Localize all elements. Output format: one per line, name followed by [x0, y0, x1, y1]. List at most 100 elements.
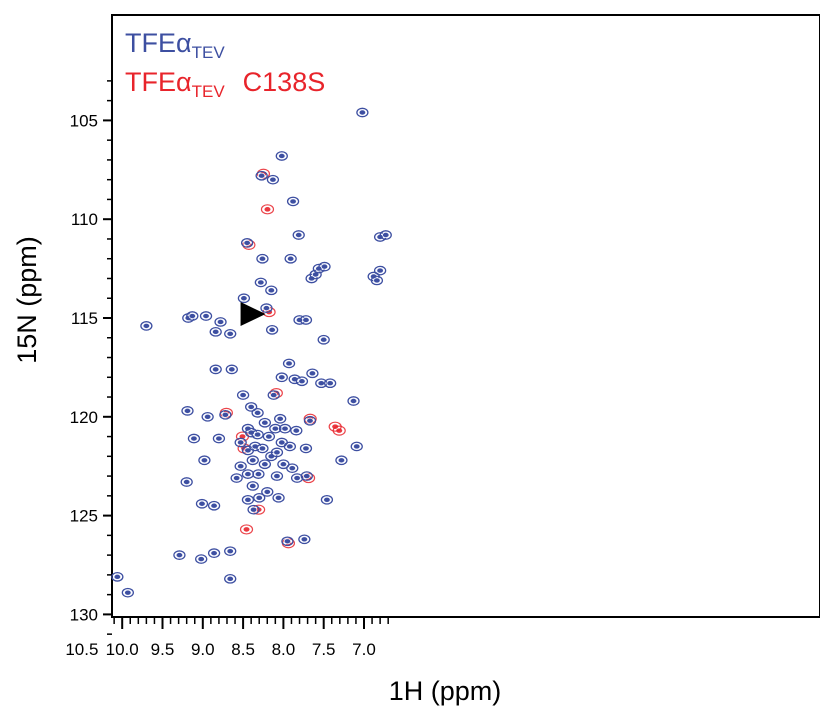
peak-contour [373, 265, 387, 276]
peak-contour [379, 230, 392, 240]
peak-contour [293, 475, 301, 482]
peak-contour [258, 445, 267, 452]
peak-contour [142, 322, 151, 329]
peak-contour [113, 573, 122, 580]
x-axis-label: 1H (ppm) [389, 676, 502, 706]
x-tick-label: 8.5 [231, 640, 255, 659]
peak-contour [124, 589, 132, 596]
peak-contour [183, 407, 192, 414]
peak-contour [225, 364, 238, 375]
peak-contour [188, 313, 197, 320]
peak-contour [246, 455, 259, 466]
peak-contour [221, 411, 230, 418]
peak-contour [290, 425, 303, 436]
peak-contour [302, 316, 310, 323]
legend-entry-name: TFEα [125, 28, 192, 58]
plot-frame [111, 14, 820, 618]
x-tick-label: 8.0 [272, 640, 296, 659]
peak-contour [257, 279, 265, 286]
peak-contour [257, 172, 266, 179]
x-tick-label: 7.0 [352, 640, 376, 659]
peak-contour [230, 473, 243, 483]
peak-contour [207, 548, 221, 558]
peak-contour [317, 380, 325, 387]
peak-contour [299, 443, 313, 454]
peak-contour [267, 287, 276, 294]
peak-contour [271, 425, 280, 432]
peak-contour [286, 255, 295, 262]
peak-contour [269, 423, 282, 434]
peak-contour [209, 326, 222, 337]
legend-entry-name: TFEα [125, 67, 192, 97]
peak-contour [175, 552, 184, 559]
peak-contour [241, 494, 255, 505]
peak-contour [263, 488, 271, 495]
peak-contour [370, 275, 384, 286]
peak-contour [262, 431, 276, 442]
legend-entry: TFEαTEV [125, 28, 225, 62]
peak-contour [278, 423, 292, 434]
peak-contour [187, 433, 201, 444]
peak-contour [323, 496, 331, 503]
legend-entry: TFEαTEV C138S [125, 67, 325, 101]
peak-contour [266, 174, 280, 185]
peak-contour [278, 152, 286, 159]
peak-contour [251, 429, 264, 440]
peak-contour [382, 232, 390, 239]
peak-contour [200, 457, 209, 464]
peak-contour [268, 326, 276, 333]
peak-contour [274, 494, 283, 501]
peak-contour [261, 487, 274, 497]
peak-contour [111, 572, 124, 582]
peak-contour [249, 457, 257, 464]
peak-contour [247, 403, 255, 410]
x-tick-label: 7.5 [312, 640, 336, 659]
peak-contour [260, 204, 275, 215]
peak-contour [279, 461, 288, 468]
peak-contour [258, 255, 267, 262]
peak-contour [281, 425, 289, 432]
peak-contour [244, 447, 252, 454]
peak-contour [234, 437, 247, 448]
peak-contour [272, 492, 285, 503]
peak-contour [262, 305, 271, 312]
x-axis: 10.5 10.0 9.5 9.0 8.5 8.0 7.5 7.0 [65, 617, 389, 659]
peak-contour [278, 374, 286, 381]
peak-contour [261, 461, 269, 468]
peak-contour [195, 498, 209, 509]
peak-contour [258, 417, 272, 428]
peak-contour [336, 428, 343, 433]
peak-contour [303, 473, 311, 480]
peak-contour [281, 536, 294, 547]
peak-contour [236, 439, 245, 446]
peak-contour [286, 463, 299, 474]
peak-contour [265, 285, 278, 296]
peak-contour [197, 556, 205, 563]
peak-contour [300, 536, 309, 543]
peak-contour [173, 550, 186, 560]
peak-contour [236, 390, 250, 400]
peak-contour [317, 334, 330, 345]
peak-contour [303, 415, 317, 426]
peak-contour [234, 461, 247, 472]
peak-contour [308, 370, 317, 377]
peak-contour [255, 494, 263, 501]
peak-contour [181, 406, 194, 416]
peak-contour [269, 387, 283, 399]
legend: TFEαTEV TFEαTEV C138S [125, 28, 325, 101]
peak-contour [326, 380, 334, 387]
peak-contour [226, 575, 234, 582]
peak-contour [253, 431, 262, 438]
peak-contour [264, 207, 271, 212]
peak-contour [273, 473, 281, 480]
peak-contour [283, 441, 296, 452]
peaks-layer [111, 107, 392, 598]
peak-contour [207, 500, 221, 511]
peak-contour [323, 378, 337, 389]
peak-contour [275, 372, 288, 383]
peak-contour [318, 261, 331, 272]
peak-contour [267, 390, 280, 400]
peak-contour [245, 402, 258, 412]
peak-contour [254, 277, 267, 288]
